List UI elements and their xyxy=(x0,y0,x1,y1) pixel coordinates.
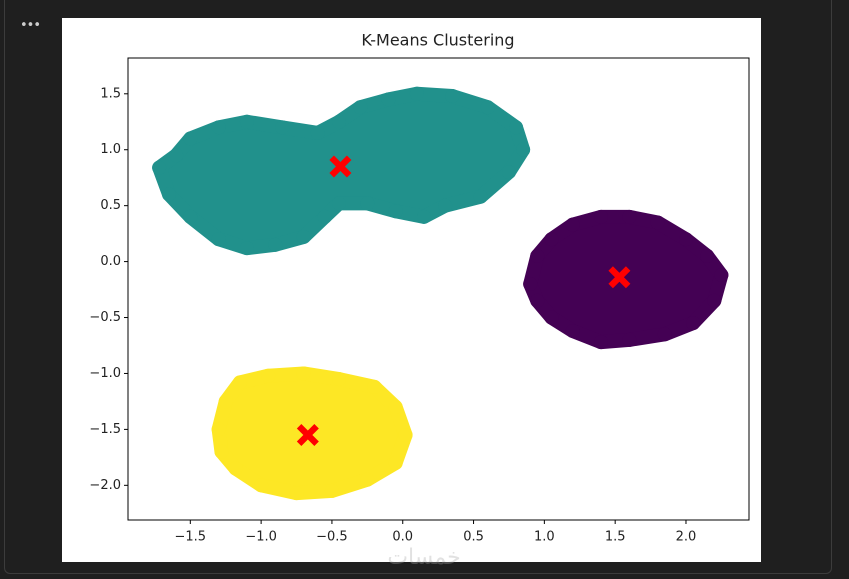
x-tick-label: −0.5 xyxy=(316,530,348,545)
x-tick-label: 0.5 xyxy=(463,530,484,545)
point xyxy=(162,187,177,202)
point xyxy=(254,478,269,493)
centroid xyxy=(329,155,352,178)
point xyxy=(324,483,339,498)
point xyxy=(239,114,254,129)
y-tick-label: 0.0 xyxy=(100,254,121,269)
point xyxy=(622,209,637,224)
point xyxy=(657,327,672,342)
axes-frame xyxy=(127,57,750,521)
point xyxy=(183,209,198,224)
point xyxy=(594,209,609,224)
x-tick-label: −1.0 xyxy=(245,530,277,545)
y-tick-label: −0.5 xyxy=(89,310,121,325)
point xyxy=(232,375,247,390)
point xyxy=(686,316,701,331)
point xyxy=(445,89,460,104)
point xyxy=(409,86,424,101)
point xyxy=(678,232,693,247)
point xyxy=(214,444,229,459)
point xyxy=(516,142,531,157)
y-tick-label: 0.5 xyxy=(100,198,121,213)
point xyxy=(310,125,325,140)
x-tick-label: 1.0 xyxy=(534,530,555,545)
point xyxy=(332,372,347,387)
point xyxy=(530,249,545,263)
point xyxy=(360,472,375,487)
point xyxy=(381,92,396,107)
point xyxy=(317,209,332,224)
point xyxy=(388,400,403,415)
point xyxy=(473,189,488,204)
point xyxy=(398,427,413,442)
y-tick-label: −1.5 xyxy=(89,422,121,437)
point xyxy=(509,120,524,135)
watermark: خمسات xyxy=(387,545,460,570)
point xyxy=(353,100,368,115)
y-tick-label: 1.5 xyxy=(100,86,121,101)
point xyxy=(261,368,276,383)
chart-title: K-Means Clustering xyxy=(361,31,514,50)
point xyxy=(480,100,495,115)
point xyxy=(332,196,347,211)
cell-menu[interactable]: ••• xyxy=(20,18,41,33)
point xyxy=(275,120,290,135)
point xyxy=(523,276,538,291)
point xyxy=(268,237,283,252)
point xyxy=(714,268,729,283)
point xyxy=(565,217,580,232)
point xyxy=(594,335,609,350)
point xyxy=(332,114,347,129)
x-tick-label: 2.0 xyxy=(676,530,697,545)
point xyxy=(544,232,559,247)
point xyxy=(530,293,545,308)
point xyxy=(438,198,453,213)
point xyxy=(622,332,637,347)
x-tick-label: 1.5 xyxy=(605,530,626,545)
y-tick-label: 1.0 xyxy=(100,142,121,157)
y-tick-label: −2.0 xyxy=(89,478,121,493)
point xyxy=(211,120,226,135)
centroid xyxy=(296,423,319,446)
point xyxy=(239,241,254,256)
point xyxy=(152,160,167,175)
point xyxy=(183,131,198,146)
centroid xyxy=(608,266,631,289)
point xyxy=(228,461,243,476)
point xyxy=(707,293,722,308)
point xyxy=(169,148,184,163)
point xyxy=(565,323,580,338)
point xyxy=(544,310,559,325)
point xyxy=(388,455,403,470)
point xyxy=(700,249,715,263)
point xyxy=(296,366,311,381)
point xyxy=(501,165,516,180)
point xyxy=(650,215,665,230)
point xyxy=(211,422,226,437)
point xyxy=(296,229,311,244)
point xyxy=(289,486,304,501)
point xyxy=(211,232,226,247)
x-tick-label: −1.5 xyxy=(175,530,207,545)
point xyxy=(218,394,233,409)
output-cell xyxy=(4,0,832,574)
x-tick-label: 0.0 xyxy=(392,530,413,545)
point xyxy=(360,196,375,211)
point xyxy=(367,379,382,394)
y-tick-label: −1.0 xyxy=(89,366,121,381)
point xyxy=(388,204,403,219)
point xyxy=(416,209,431,224)
